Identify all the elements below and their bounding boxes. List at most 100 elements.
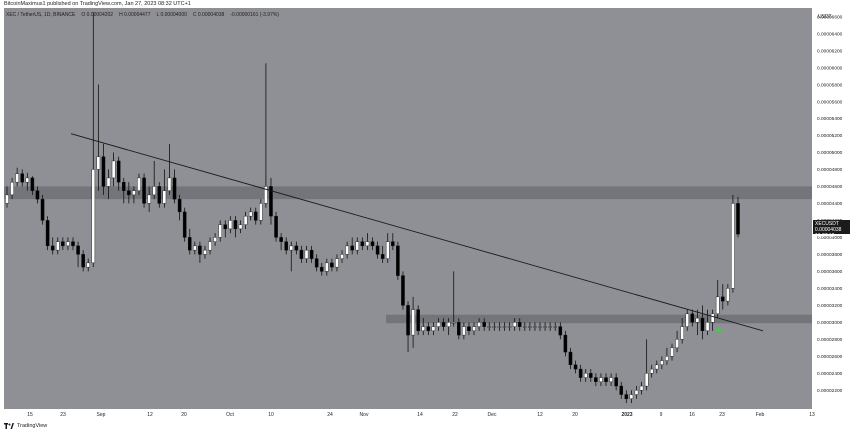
candle-body bbox=[487, 326, 492, 328]
candle-body bbox=[269, 186, 273, 217]
candle-body bbox=[30, 177, 35, 191]
price-tick-label: 0.00003200 bbox=[817, 303, 843, 309]
candle-body bbox=[477, 322, 481, 327]
candle-body bbox=[274, 215, 278, 238]
candle-body bbox=[289, 245, 294, 251]
candle-body bbox=[66, 241, 70, 247]
close-value: C 0.00004038 bbox=[192, 12, 225, 18]
footer-brand[interactable]: TradingView bbox=[17, 423, 48, 429]
candle-body bbox=[568, 351, 573, 366]
candle-body bbox=[375, 245, 380, 255]
candle-body bbox=[325, 262, 329, 272]
candle-body bbox=[304, 249, 309, 259]
price-tick-label: 0.00003000 bbox=[817, 320, 843, 326]
candle-body bbox=[35, 190, 40, 200]
date-tick-label: 23 bbox=[719, 412, 725, 418]
candle-body bbox=[523, 326, 527, 328]
candle-body bbox=[96, 156, 101, 170]
date-tick-label: 20 bbox=[572, 412, 578, 418]
candle-body bbox=[512, 322, 517, 327]
candle-body bbox=[81, 254, 85, 268]
candle-body bbox=[594, 377, 598, 383]
overlay-layer bbox=[70, 133, 764, 333]
candle-body bbox=[436, 322, 441, 327]
candle-body bbox=[385, 241, 390, 259]
price-tick-label: 0.00003400 bbox=[817, 286, 843, 292]
price-tick-label: 0.00002400 bbox=[817, 371, 843, 377]
candle-body bbox=[411, 309, 415, 336]
candle-body bbox=[50, 245, 55, 251]
candle-body bbox=[543, 326, 547, 328]
date-tick-label: Nov bbox=[360, 412, 369, 418]
candle-body bbox=[406, 305, 410, 336]
price-tick-label: 0.00004400 bbox=[817, 201, 843, 207]
candle-body bbox=[624, 394, 629, 400]
candle-body bbox=[533, 326, 537, 328]
candle-body bbox=[355, 241, 360, 251]
candle-body bbox=[680, 326, 684, 340]
candle-body bbox=[193, 245, 197, 251]
candle-body bbox=[426, 326, 431, 332]
candle-body bbox=[604, 377, 608, 383]
date-tick-label: 16 bbox=[689, 412, 695, 418]
breakout-arrow-icon bbox=[715, 327, 723, 333]
candle-body bbox=[462, 326, 466, 336]
candle-body bbox=[629, 394, 634, 400]
candle-body bbox=[40, 198, 45, 221]
date-tick-label: Dec bbox=[488, 412, 497, 418]
price-tick-label: 0.00002600 bbox=[817, 354, 843, 360]
candle-body bbox=[350, 245, 354, 251]
candle-body bbox=[25, 177, 30, 183]
candle-body bbox=[507, 326, 512, 328]
candle-body bbox=[416, 309, 420, 332]
candle-body bbox=[335, 258, 339, 268]
unit-label: USDT bbox=[818, 14, 832, 20]
candle-body bbox=[253, 211, 258, 221]
candle-body bbox=[213, 237, 217, 242]
high-value: H 0.00004477 bbox=[119, 12, 151, 18]
candle-body bbox=[548, 326, 552, 328]
candle-body bbox=[599, 377, 603, 383]
candle-body bbox=[619, 385, 624, 395]
candle-body bbox=[208, 241, 212, 251]
candle-body bbox=[467, 326, 471, 332]
candle-body bbox=[634, 390, 639, 395]
candle-body bbox=[715, 296, 720, 315]
candle-body bbox=[111, 160, 116, 179]
candle-body bbox=[157, 186, 162, 204]
candle-body bbox=[76, 245, 80, 255]
candle-body bbox=[203, 249, 207, 255]
candle-body bbox=[71, 241, 75, 247]
candle-body bbox=[137, 177, 141, 191]
candle-body bbox=[279, 237, 283, 242]
candle-body bbox=[167, 177, 172, 191]
candle-body bbox=[132, 190, 136, 196]
candle-body bbox=[655, 364, 659, 370]
time-axis[interactable]: 15 23 Sep 12 20 Oct 10 24 Nov 14 22 Dec 12 20 2023 9 16 2… bbox=[27, 412, 815, 418]
date-tick-label: 20 bbox=[181, 412, 187, 418]
footer: TradingView bbox=[4, 423, 47, 429]
candle-body bbox=[446, 322, 451, 327]
low-value: L 0.00004000 bbox=[156, 12, 187, 18]
price-tick-label: 0.00004000 bbox=[817, 235, 843, 241]
price-tag-price: 0.00004038 bbox=[815, 227, 842, 233]
candle-body bbox=[538, 326, 542, 328]
candle-body bbox=[319, 266, 324, 272]
candle-body bbox=[299, 249, 304, 259]
candle-body bbox=[233, 220, 238, 230]
symbol-label[interactable]: XEC / TetherUS, 1D, BINANCE bbox=[6, 12, 76, 18]
candle-body bbox=[223, 224, 228, 230]
price-tick-label: 0.00005800 bbox=[817, 82, 843, 88]
date-tick-label: 13 bbox=[809, 412, 815, 418]
candle-body bbox=[330, 262, 334, 268]
candle-body bbox=[20, 173, 25, 183]
candle-body bbox=[182, 211, 187, 238]
price-tick-label: 0.00002200 bbox=[817, 388, 843, 394]
date-tick-label: 12 bbox=[537, 412, 543, 418]
candle-body bbox=[360, 241, 365, 247]
candle-body bbox=[294, 245, 299, 251]
candle-body bbox=[91, 169, 96, 264]
candle-body bbox=[238, 224, 243, 230]
candle-body bbox=[472, 326, 476, 332]
